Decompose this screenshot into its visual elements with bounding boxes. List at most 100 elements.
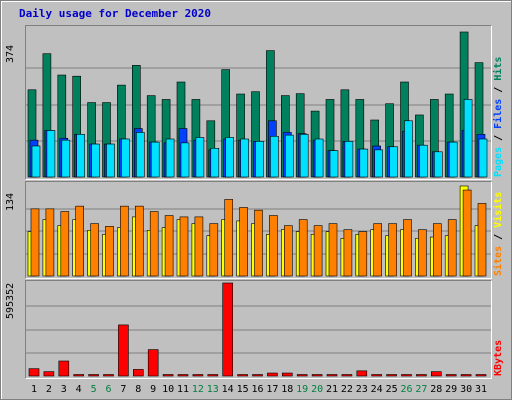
visits-bar	[30, 208, 40, 277]
visits-bar	[418, 229, 427, 277]
day-label: 9	[150, 384, 157, 395]
kbytes-bar	[73, 374, 85, 377]
day-label: 27	[415, 384, 428, 395]
day-label: 13	[206, 384, 219, 395]
pages-bar	[225, 137, 234, 178]
legend-kbytes: KBytes	[493, 339, 504, 376]
legend-sep: /	[493, 128, 504, 147]
pages-bar	[240, 138, 249, 178]
kbytes-bar	[207, 374, 219, 377]
kbytes-bar	[281, 372, 293, 377]
day-label: 22	[340, 384, 353, 395]
kbytes-bar	[177, 374, 189, 377]
frame-bevel-left	[1, 1, 2, 399]
visits-bar	[164, 215, 174, 277]
hits-files-pages-chart	[26, 31, 491, 178]
kbytes-bar	[118, 324, 129, 377]
day-label: 10	[162, 384, 175, 395]
visits-bar	[135, 205, 144, 277]
pages-bar	[478, 138, 488, 178]
middle-panel-legend: Sites / Visits	[493, 192, 504, 276]
legend-sep: /	[493, 227, 504, 246]
visits-bar	[403, 219, 412, 277]
kbytes-bar	[88, 374, 99, 377]
pages-bar	[180, 142, 190, 178]
kbytes-bar	[58, 360, 70, 377]
day-label: 20	[311, 384, 324, 395]
pages-bar	[255, 141, 264, 178]
pages-bar	[61, 139, 71, 178]
legend-sep: /	[493, 80, 504, 99]
pages-bar	[314, 138, 324, 178]
day-label: 23	[355, 384, 368, 395]
visits-bar	[343, 229, 353, 277]
pages-bar	[46, 130, 56, 178]
day-label: 2	[45, 384, 52, 395]
chart-title: Daily usage for December 2020	[19, 7, 212, 20]
pages-bar	[31, 145, 41, 178]
day-label: 31	[474, 384, 488, 395]
sites-visits-panel	[25, 181, 492, 279]
kbytes-bar	[296, 374, 308, 377]
pages-bar	[91, 143, 100, 178]
pages-bar	[284, 134, 294, 178]
visits-bar	[224, 199, 233, 277]
day-label: 18	[281, 384, 294, 395]
kbytes-bar	[401, 374, 412, 377]
day-label: 26	[400, 384, 413, 395]
visits-bar	[239, 207, 248, 277]
day-label: 4	[75, 384, 82, 395]
visits-bar	[209, 223, 219, 277]
pages-bar	[195, 137, 205, 178]
day-label: 24	[370, 384, 383, 395]
pages-bar	[150, 141, 160, 178]
visits-bar	[269, 215, 278, 277]
kbytes-bar	[162, 374, 174, 377]
visits-bar	[254, 209, 263, 277]
kbytes-bar	[311, 374, 323, 377]
pages-bar	[299, 134, 309, 178]
pages-bar	[270, 135, 279, 178]
kbytes-bar	[356, 370, 368, 377]
pages-bar	[374, 149, 384, 178]
kbytes-bar	[222, 282, 233, 377]
kbytes-chart	[26, 282, 491, 377]
day-label: 14	[221, 384, 234, 395]
day-label: 15	[236, 384, 249, 395]
visits-bar	[388, 223, 397, 277]
day-label: 3	[60, 384, 67, 395]
day-label: 6	[105, 384, 112, 395]
legend-visits: Visits	[493, 191, 504, 228]
day-label: 5	[90, 384, 97, 395]
middle-panel-ymax-label: 134	[5, 192, 16, 211]
bottom-panel-legend: KBytes	[493, 340, 504, 376]
visits-bar	[149, 211, 159, 277]
kbytes-bar	[133, 369, 144, 377]
visits-bar	[373, 223, 383, 277]
kbytes-panel	[25, 280, 492, 379]
pages-bar	[389, 146, 398, 178]
visits-bar	[298, 219, 308, 277]
legend-sites: Sites	[493, 245, 504, 276]
visits-bar	[462, 189, 472, 277]
visits-bar	[447, 219, 457, 277]
pages-bar	[136, 132, 145, 178]
day-label: 12	[191, 384, 204, 395]
pages-bar	[210, 148, 220, 178]
day-label: 16	[251, 384, 264, 395]
visits-bar	[477, 203, 487, 277]
day-label: 1	[30, 384, 38, 395]
visits-bar	[60, 211, 70, 277]
kbytes-bar	[267, 372, 278, 377]
day-label: 29	[445, 384, 458, 395]
visits-bar	[432, 223, 442, 277]
day-label: 17	[266, 384, 279, 395]
kbytes-bar	[475, 374, 487, 377]
visits-bar	[358, 231, 368, 277]
kbytes-bar	[341, 374, 353, 377]
hits-files-pages-panel	[25, 25, 492, 180]
top-panel-ymax-label: 374	[5, 44, 16, 63]
kbytes-bar	[445, 374, 457, 377]
pages-bar	[433, 151, 443, 178]
